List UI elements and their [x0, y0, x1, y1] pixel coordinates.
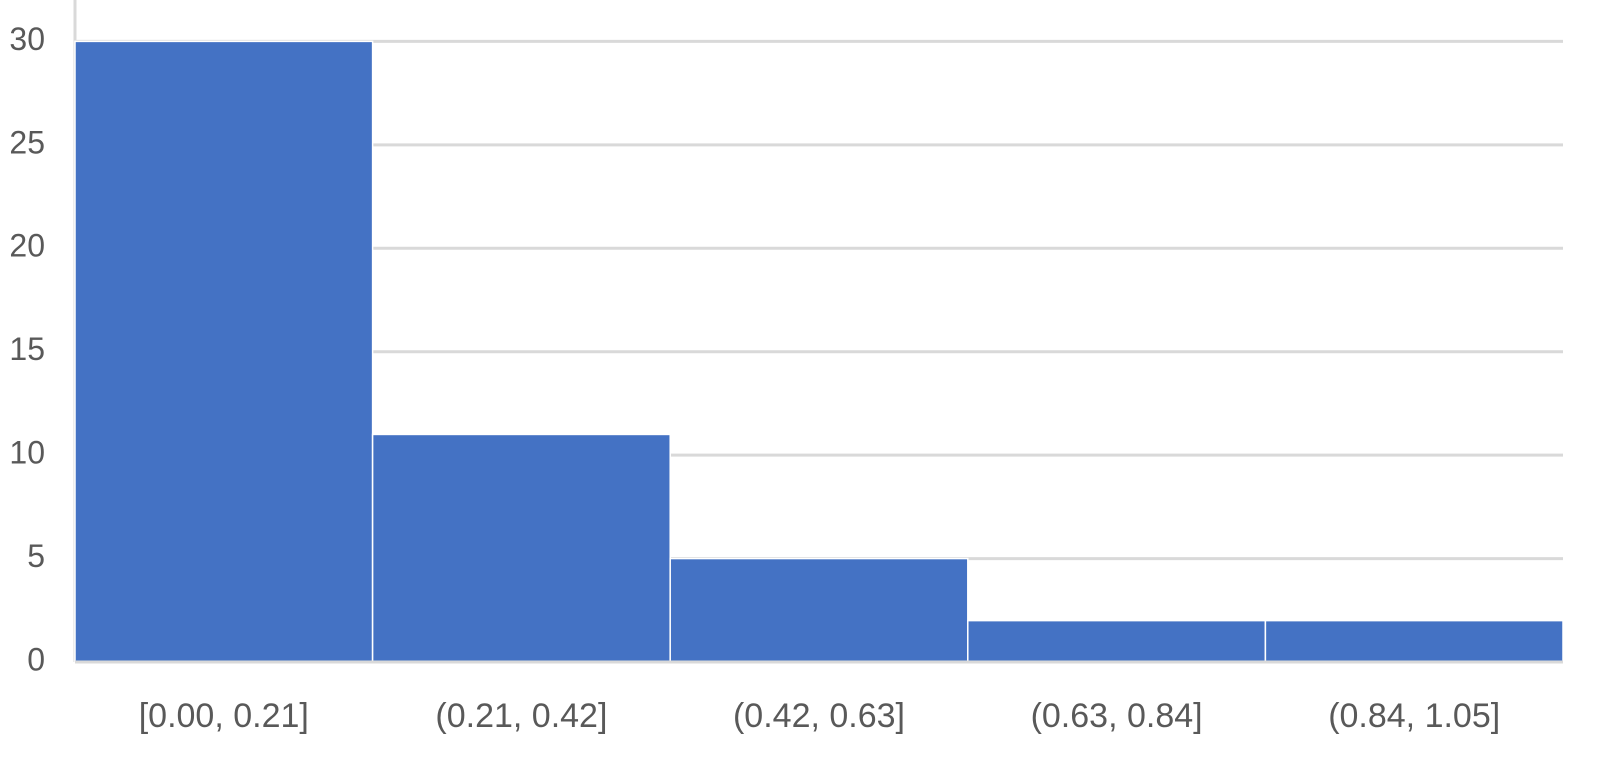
bar [74, 40, 374, 663]
x-tick-label: (0.21, 0.42] [435, 697, 607, 735]
x-tick-label: [0.00, 0.21] [139, 697, 309, 735]
x-tick-label: (0.84, 1.05] [1328, 697, 1500, 735]
y-tick-label: 15 [9, 331, 45, 367]
y-tick-label: 30 [9, 21, 45, 57]
y-tick-label: 25 [9, 124, 45, 160]
y-tick-label: 20 [9, 228, 45, 264]
bar [1264, 619, 1564, 663]
x-tick-label: (0.63, 0.84] [1031, 697, 1203, 735]
bar [669, 557, 969, 663]
x-tick-label: (0.42, 0.63] [733, 697, 905, 735]
y-tick-label: 0 [27, 641, 45, 677]
y-tick-label: 5 [27, 538, 45, 574]
bar [371, 433, 671, 663]
bar [967, 619, 1267, 663]
y-tick-label: 10 [9, 435, 45, 471]
